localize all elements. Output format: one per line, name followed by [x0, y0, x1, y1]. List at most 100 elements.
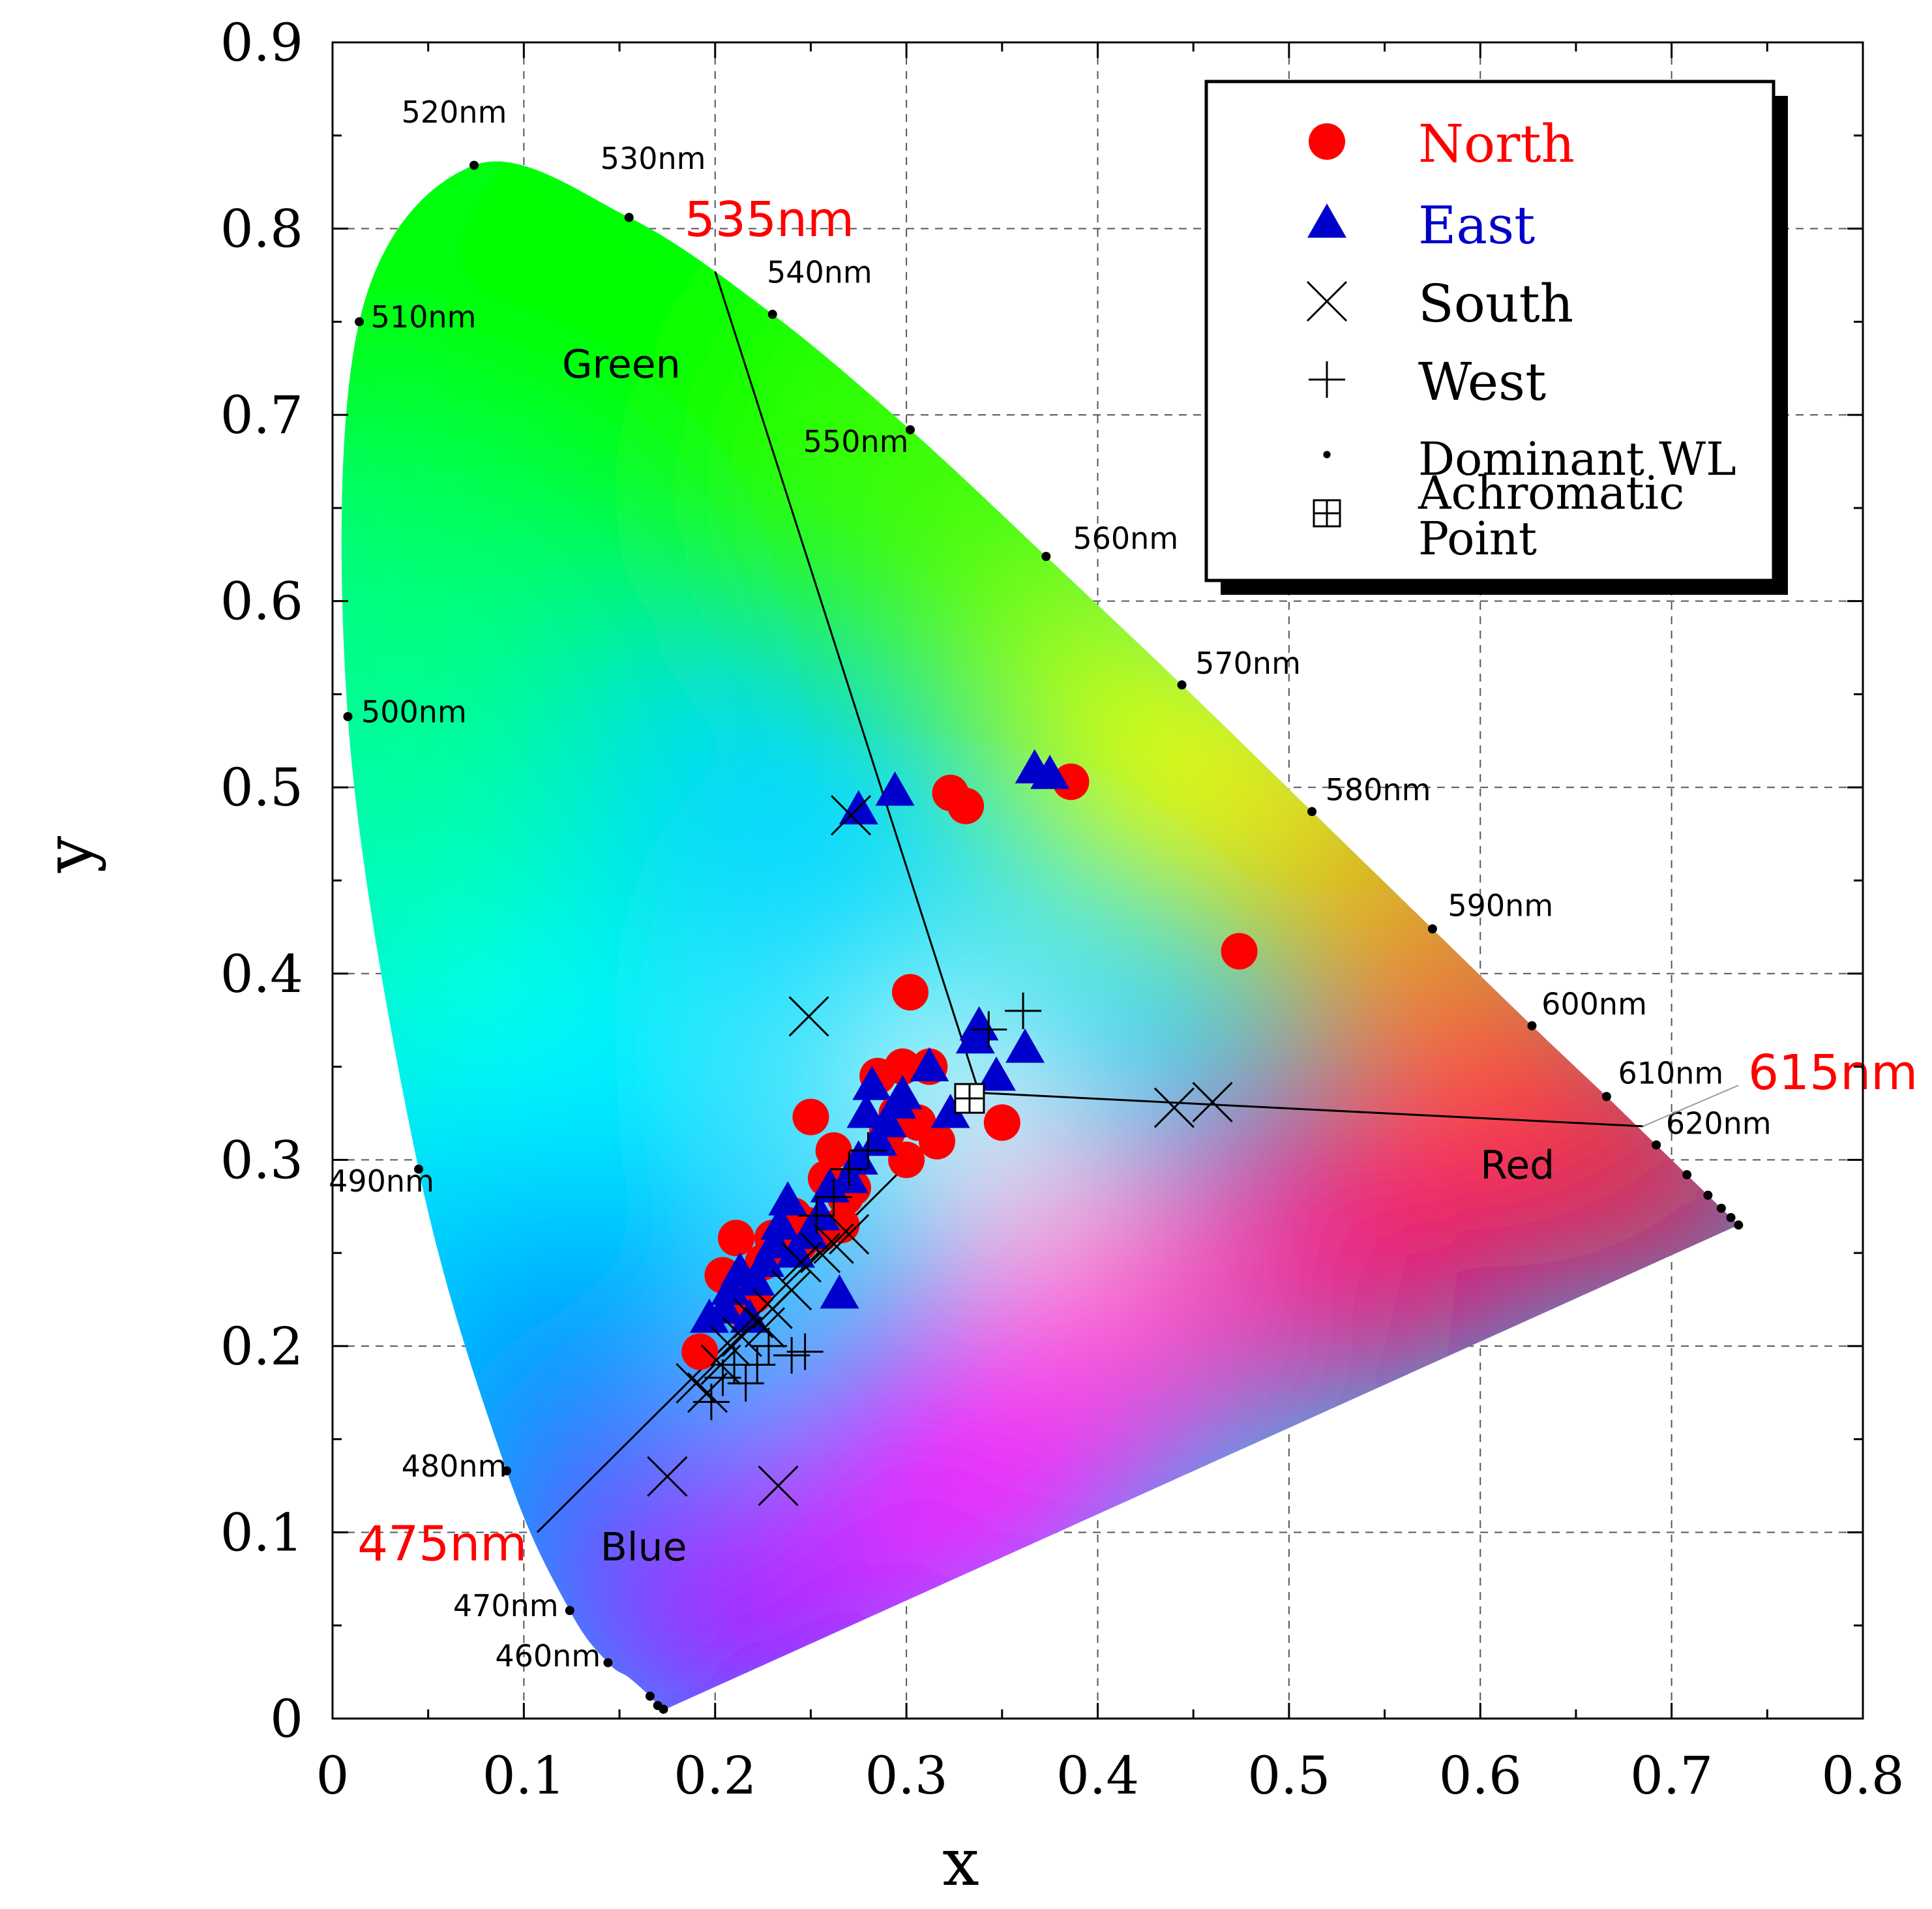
west-point	[831, 1150, 868, 1188]
east-point	[883, 1075, 923, 1109]
south-point	[780, 1242, 822, 1283]
east-point	[820, 1274, 859, 1309]
south-point	[758, 1465, 799, 1507]
legend-label: East	[1418, 195, 1535, 256]
wavelength-label: 600nm	[1541, 987, 1647, 1022]
west-point	[739, 1346, 776, 1383]
x-tick-label: 0.4	[1056, 1745, 1139, 1806]
legend-marker-triangle	[1307, 203, 1346, 238]
south-point	[830, 794, 872, 836]
east-point	[852, 1066, 892, 1100]
east-point	[711, 1270, 751, 1305]
y-tick-label: 0.3	[220, 1130, 303, 1190]
legend-box	[1204, 80, 1776, 582]
south-point	[829, 1214, 870, 1255]
south-point	[721, 1316, 762, 1357]
wavelength-label: 510nm	[371, 299, 477, 335]
west-point	[692, 1383, 730, 1420]
gamut-color-spot	[1215, 1064, 1554, 1404]
wavelength-dot	[414, 1164, 424, 1174]
south-point	[1153, 1087, 1195, 1128]
wavelength-label: 530nm	[601, 141, 706, 176]
east-point	[754, 1224, 794, 1259]
dominant-line	[979, 1092, 1643, 1128]
wavelength-dot	[355, 317, 364, 327]
west-point	[773, 1337, 810, 1374]
east-point	[768, 1181, 808, 1216]
south-point	[1192, 1081, 1233, 1122]
region-label: Red	[1480, 1143, 1554, 1188]
west-point	[750, 1327, 787, 1364]
east-point	[1030, 755, 1070, 789]
series-south	[647, 794, 1233, 1507]
north-point	[919, 1122, 956, 1160]
east-point	[910, 1047, 949, 1082]
x-tick-label: 0.5	[1247, 1745, 1330, 1806]
wavelength-dot	[565, 1606, 574, 1616]
south-point	[800, 1233, 841, 1274]
x-tick-label: 0.6	[1439, 1745, 1522, 1806]
wavelength-label: 610nm	[1618, 1055, 1723, 1090]
dominant-wavelength-label: 615nm	[1748, 1045, 1918, 1101]
wavelength-label: 540nm	[767, 254, 872, 290]
wavelength-dot	[767, 309, 777, 319]
series-east	[689, 749, 1070, 1333]
wavelength-label: 570nm	[1195, 646, 1301, 681]
wavelength-label: 500nm	[361, 694, 467, 729]
wavelength-dot	[1734, 1220, 1744, 1230]
east-point	[930, 1093, 970, 1128]
legend-label: Dominant WL	[1418, 432, 1736, 486]
wavelength-label: 550nm	[803, 424, 909, 459]
data-series	[647, 749, 1258, 1507]
south-point	[788, 996, 829, 1037]
x-tick-label: 0.7	[1630, 1745, 1713, 1806]
west-point	[815, 1179, 852, 1216]
south-point	[813, 1223, 854, 1264]
wavelength-label: 590nm	[1448, 888, 1553, 923]
legend-marker-plus	[1309, 361, 1345, 398]
east-point	[810, 1168, 850, 1203]
wavelength-dot	[1682, 1170, 1692, 1180]
legend-marker-circle	[1309, 123, 1345, 160]
legend-marker-boxplus	[1313, 499, 1341, 528]
series-west	[692, 992, 1042, 1420]
y-tick-label: 0.8	[220, 199, 303, 260]
y-tick-label: 0	[270, 1689, 303, 1749]
legend-label: Achromatic Point	[1418, 466, 1684, 565]
achromatic-point	[954, 1083, 985, 1114]
dominant-wavelength-label: 535nm	[685, 192, 854, 248]
east-point	[867, 1103, 907, 1137]
wavelength-dot	[1716, 1203, 1726, 1213]
wavelength-label: 580nm	[1326, 772, 1431, 807]
east-point	[745, 1242, 785, 1277]
wavelength-dot	[1703, 1190, 1713, 1200]
wavelength-label: 460nm	[495, 1638, 601, 1674]
north-point	[1052, 763, 1090, 800]
x-axis-title: x	[942, 1824, 979, 1901]
wavelength-dot	[905, 425, 915, 434]
x-tick-label: 0.1	[483, 1745, 565, 1806]
axes: 0 0.1 0.2 0.3 0.4 0.5 0.6 0.7 0.8 0 0.1 0.2 0.3 0.4 0.…	[31, 12, 1905, 1901]
wavelength-dot	[603, 1658, 613, 1668]
wavelength-dot	[1307, 807, 1317, 817]
wavelength-label: 490nm	[329, 1164, 434, 1199]
gamut-color-spot	[1573, 1079, 1739, 1315]
east-point	[801, 1196, 840, 1231]
y-axis-title: y	[31, 835, 107, 873]
wavelength-dot	[659, 1704, 668, 1714]
east-point	[736, 1261, 775, 1296]
legend-label: West	[1418, 352, 1546, 412]
y-tick-label: 0.1	[220, 1502, 303, 1563]
east-point	[789, 1214, 829, 1250]
west-point	[970, 1011, 1007, 1048]
east-point	[875, 771, 915, 806]
y-tick-label: 0.9	[220, 12, 303, 73]
west-point	[798, 1197, 835, 1234]
west-point	[1005, 992, 1042, 1029]
east-point	[689, 1299, 729, 1333]
legend-marker-x	[1306, 280, 1348, 322]
north-point	[718, 1220, 755, 1257]
south-point	[647, 1456, 688, 1497]
